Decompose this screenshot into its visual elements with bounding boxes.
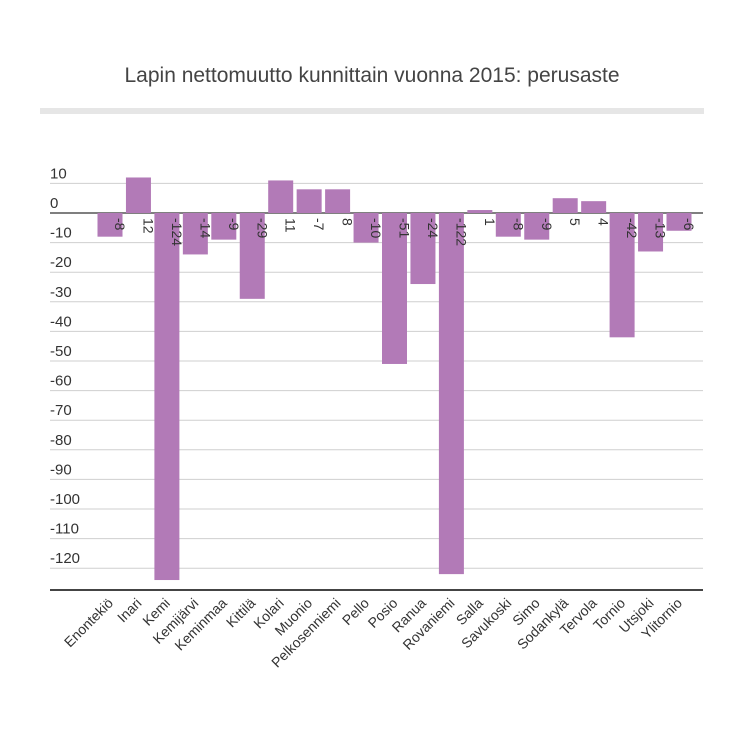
y-tick-label: -80 [50,432,72,449]
y-tick-label: -50 [50,343,72,360]
bar-kemi [154,213,180,581]
bar-kolari [268,180,294,213]
y-tick-label: -10 [50,225,72,242]
bar-sodankylä [552,198,578,213]
title-divider [40,108,704,114]
data-label: 5 [567,218,583,226]
y-tick-label: -90 [50,461,72,478]
y-tick-label: -40 [50,313,72,330]
y-tick-label: -20 [50,254,72,271]
data-label: -124 [169,218,185,246]
bar-enontekiö [97,213,123,237]
bar-pello [353,213,379,243]
bar-pelkosenniemi [325,189,351,213]
bar-tervola [581,201,607,213]
bar-rovaniemi [438,213,464,575]
y-tick-label: 10 [50,165,67,182]
data-label: -24 [425,218,441,238]
data-label: 11 [283,218,299,233]
y-tick-label: -120 [50,550,80,567]
x-tick-label: Kittilä [223,595,259,631]
data-label: -10 [368,218,384,238]
bar-muonio [296,189,322,213]
data-labels: -8 12 -124 -14 -9 -29 11 -7 8 -10 -51 -24 -122 1 -8 -9 5… [112,218,697,246]
bar-inari [125,177,151,213]
bar-kemijärvi [182,213,208,255]
data-label: -7 [311,218,327,231]
bar-utsjoki [638,213,664,252]
bar-savukoski [495,213,521,237]
bars [97,177,692,581]
data-label: -42 [624,218,640,238]
data-label: 4 [596,218,612,226]
y-tick-label: -70 [50,402,72,419]
chart-title: Lapin nettomuutto kunnittain vuonna 2015… [124,64,620,87]
x-tick-label: Enontekiö [61,595,116,650]
data-label: -8 [510,218,526,231]
bar-keminmaa [211,213,237,240]
data-label: -13 [653,218,669,238]
data-label: -122 [453,218,469,246]
y-tick-label: -100 [50,491,80,508]
data-label: -14 [197,218,213,238]
data-label: -6 [681,218,697,231]
bar-posio [382,213,407,364]
y-tick-label: -30 [50,284,72,301]
data-label: -9 [539,218,555,231]
y-tick-label: -110 [50,521,79,538]
bar-kittilä [239,213,265,299]
bar-ylitornio [666,213,692,231]
bar-salla [467,210,493,213]
data-label: 12 [140,218,156,234]
bar-simo [524,213,550,240]
data-label: -51 [397,218,413,238]
bar-ranua [410,213,436,285]
data-label: -29 [254,218,270,238]
data-label: 1 [482,218,498,226]
y-tick-label: -60 [50,373,72,390]
bar-tornio [609,213,635,338]
x-tick-label: Inari [114,595,145,626]
data-label: -8 [112,218,128,231]
y-tick-label: 0 [50,195,58,212]
data-label: 8 [340,218,356,226]
data-label: -9 [226,218,242,231]
